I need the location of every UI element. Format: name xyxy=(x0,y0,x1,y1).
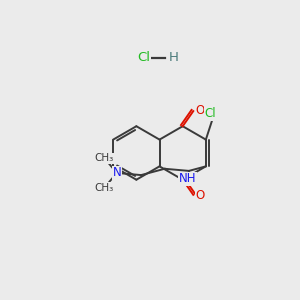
Text: H: H xyxy=(169,51,179,64)
Text: O: O xyxy=(195,189,204,202)
Text: CH₃: CH₃ xyxy=(94,153,113,163)
Text: Cl: Cl xyxy=(138,51,151,64)
Text: O: O xyxy=(195,104,204,117)
Text: NH: NH xyxy=(179,172,196,185)
Text: Cl: Cl xyxy=(205,107,216,120)
Text: N: N xyxy=(112,167,121,179)
Text: CH₃: CH₃ xyxy=(94,183,113,193)
